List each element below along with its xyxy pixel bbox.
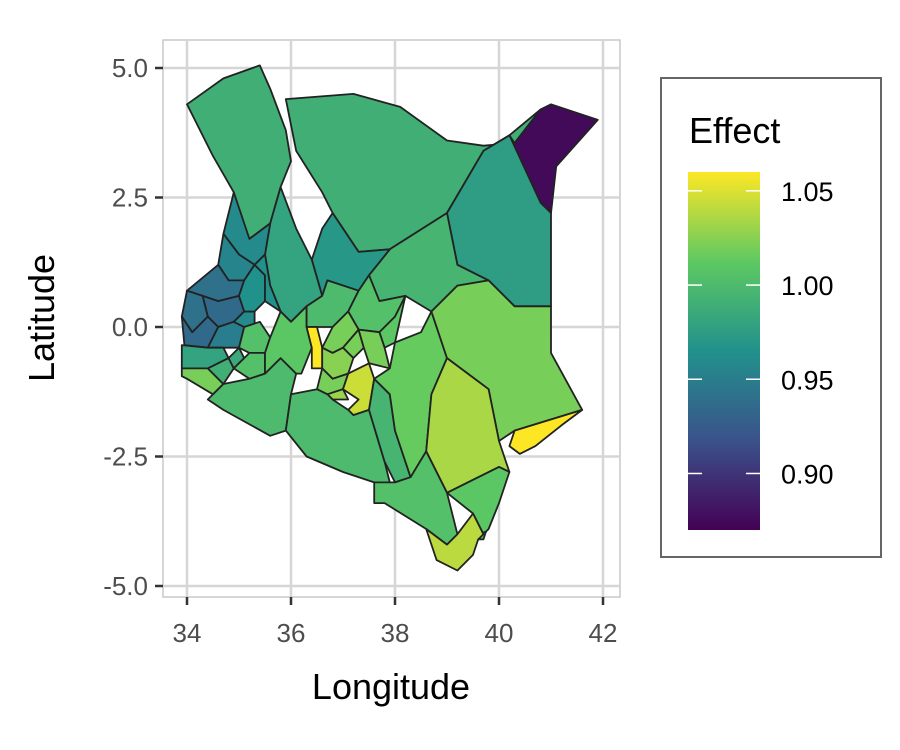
- x-axis-ticks: 34 36 38 40 42: [173, 597, 618, 648]
- x-tick-label: 34: [173, 618, 202, 648]
- region-nandi: [232, 310, 256, 328]
- y-tick-label: 2.5: [112, 183, 148, 213]
- x-tick-label: 40: [485, 618, 514, 648]
- map-panel: [162, 39, 621, 598]
- region-narok: [206, 357, 298, 437]
- x-tick-label: 42: [589, 618, 618, 648]
- legend-label: 1.00: [781, 271, 834, 301]
- legend-title: Effect: [689, 110, 780, 151]
- y-tick-label: -5.0: [103, 571, 148, 601]
- y-tick-label: -2.5: [103, 442, 148, 472]
- y-axis-title: Latitude: [21, 254, 62, 382]
- legend-label: 0.95: [781, 365, 834, 395]
- county-regions: [180, 64, 599, 572]
- x-axis-title: Longitude: [312, 666, 470, 707]
- y-axis-ticks: 5.0 2.5 0.0 -2.5 -5.0: [103, 53, 163, 601]
- legend-label: 1.05: [781, 177, 834, 207]
- legend-ticks: 1.05 1.00 0.95 0.90: [688, 177, 834, 489]
- y-tick-label: 5.0: [112, 53, 148, 83]
- region-kwale: [425, 512, 485, 572]
- legend: Effect 1.05 1.00 0.95 0.90: [660, 77, 882, 558]
- x-tick-label: 38: [381, 618, 410, 648]
- region-taita-taveta: [373, 450, 459, 546]
- x-tick-label: 36: [277, 618, 306, 648]
- legend-label: 0.90: [781, 459, 834, 489]
- y-tick-label: 0.0: [112, 312, 148, 342]
- region-lamu: [508, 408, 584, 455]
- panel-border: [162, 39, 621, 598]
- legend-colorbar: [688, 172, 760, 530]
- region-kajiado: [284, 388, 391, 484]
